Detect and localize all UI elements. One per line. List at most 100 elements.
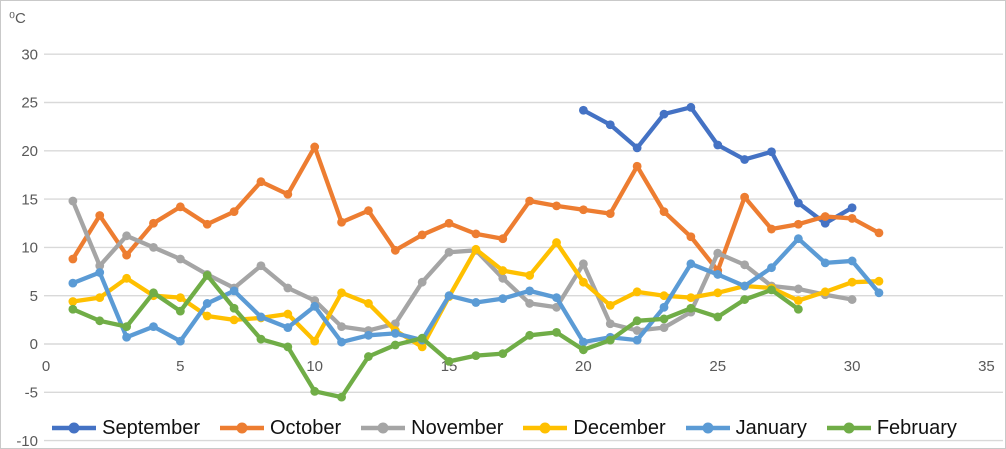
data-point-january-day-1[interactable]: [68, 278, 78, 288]
data-point-september-day-26[interactable]: [740, 155, 750, 164]
data-point-january-day-18[interactable]: [525, 286, 535, 296]
legend-item-december[interactable]: December: [522, 418, 666, 438]
data-point-december-day-18[interactable]: [525, 271, 535, 280]
data-point-november-day-21[interactable]: [605, 319, 615, 329]
data-point-february-day-19[interactable]: [552, 328, 561, 337]
data-point-november-day-11[interactable]: [337, 322, 346, 332]
data-point-january-day-7[interactable]: [229, 286, 239, 296]
data-point-january-day-3[interactable]: [122, 332, 132, 342]
data-point-october-day-28[interactable]: [793, 219, 803, 229]
data-point-january-day-10[interactable]: [310, 301, 320, 311]
data-point-december-day-28[interactable]: [793, 296, 803, 305]
data-point-november-day-2[interactable]: [95, 261, 105, 271]
data-point-november-day-28[interactable]: [793, 284, 803, 294]
data-point-october-day-12[interactable]: [364, 206, 373, 216]
data-point-september-day-25[interactable]: [713, 140, 723, 150]
data-point-october-day-2[interactable]: [95, 211, 105, 220]
data-point-january-day-26[interactable]: [740, 281, 750, 291]
data-point-october-day-30[interactable]: [847, 214, 857, 223]
data-point-january-day-23[interactable]: [659, 302, 669, 312]
data-point-january-day-8[interactable]: [256, 312, 266, 322]
data-point-february-day-3[interactable]: [122, 322, 132, 332]
data-point-january-day-25[interactable]: [713, 270, 723, 279]
data-point-october-day-26[interactable]: [740, 192, 750, 202]
data-point-february-day-27[interactable]: [767, 285, 776, 295]
data-point-october-day-21[interactable]: [605, 209, 615, 218]
data-point-september-day-28[interactable]: [793, 198, 803, 208]
series-february[interactable]: [68, 271, 803, 402]
data-point-december-day-25[interactable]: [713, 288, 723, 298]
data-point-february-day-24[interactable]: [686, 303, 696, 313]
data-point-january-day-6[interactable]: [202, 299, 212, 308]
data-point-february-day-18[interactable]: [525, 330, 535, 340]
data-point-october-day-18[interactable]: [525, 196, 535, 206]
legend-item-september[interactable]: September: [51, 418, 200, 438]
data-point-december-day-9[interactable]: [283, 309, 293, 319]
data-point-october-day-9[interactable]: [283, 189, 293, 199]
data-point-november-day-15[interactable]: [444, 247, 454, 257]
data-point-january-day-13[interactable]: [390, 328, 400, 338]
data-point-november-day-23[interactable]: [659, 323, 669, 332]
data-point-october-day-1[interactable]: [68, 254, 78, 264]
data-point-february-day-12[interactable]: [364, 352, 373, 361]
data-point-february-day-4[interactable]: [149, 288, 158, 298]
data-point-february-day-14[interactable]: [417, 333, 427, 343]
data-point-january-day-15[interactable]: [444, 291, 454, 301]
data-point-december-day-11[interactable]: [337, 288, 346, 298]
data-point-december-day-17[interactable]: [498, 266, 508, 275]
data-point-november-day-4[interactable]: [149, 243, 158, 252]
data-point-january-day-28[interactable]: [793, 234, 803, 244]
series-october[interactable]: [68, 142, 884, 275]
data-point-february-day-10[interactable]: [310, 386, 320, 396]
data-point-january-day-24[interactable]: [686, 259, 696, 269]
data-point-october-day-15[interactable]: [444, 218, 454, 228]
data-point-february-day-17[interactable]: [498, 349, 508, 359]
data-point-december-day-23[interactable]: [659, 291, 669, 301]
data-point-january-day-22[interactable]: [632, 335, 642, 345]
data-point-november-day-3[interactable]: [122, 231, 132, 241]
data-point-december-day-22[interactable]: [632, 287, 642, 297]
data-point-october-day-20[interactable]: [579, 205, 588, 215]
data-point-january-day-20[interactable]: [579, 337, 588, 347]
legend-item-november[interactable]: November: [360, 418, 503, 438]
data-point-october-day-17[interactable]: [498, 234, 508, 244]
series-september[interactable]: [579, 102, 857, 228]
data-point-october-day-5[interactable]: [175, 202, 185, 212]
data-point-february-day-15[interactable]: [444, 356, 454, 366]
data-point-october-day-31[interactable]: [874, 228, 884, 238]
data-point-february-day-13[interactable]: [390, 340, 400, 350]
legend-item-february[interactable]: February: [826, 418, 957, 438]
data-point-december-day-12[interactable]: [364, 299, 373, 308]
data-point-december-day-29[interactable]: [820, 287, 830, 297]
data-point-december-day-31[interactable]: [874, 276, 884, 286]
data-point-november-day-22[interactable]: [632, 326, 642, 335]
data-point-december-day-10[interactable]: [310, 336, 320, 346]
data-point-october-day-14[interactable]: [417, 230, 427, 240]
data-point-november-day-17[interactable]: [498, 273, 508, 283]
data-point-february-day-28[interactable]: [793, 304, 803, 314]
data-point-january-day-16[interactable]: [471, 298, 481, 307]
data-point-december-day-19[interactable]: [552, 238, 561, 247]
data-point-december-day-3[interactable]: [122, 273, 132, 283]
data-point-december-day-20[interactable]: [579, 277, 588, 287]
data-point-january-day-30[interactable]: [847, 256, 857, 266]
data-point-february-day-2[interactable]: [95, 316, 105, 326]
data-point-november-day-30[interactable]: [847, 295, 857, 304]
data-point-february-day-20[interactable]: [579, 345, 588, 355]
data-point-january-day-29[interactable]: [820, 258, 830, 268]
data-point-october-day-10[interactable]: [310, 142, 320, 152]
data-point-october-day-19[interactable]: [552, 201, 561, 211]
data-point-december-day-21[interactable]: [605, 300, 615, 310]
data-point-january-day-4[interactable]: [149, 322, 158, 332]
legend-item-october[interactable]: October: [219, 418, 341, 438]
data-point-february-day-21[interactable]: [605, 335, 615, 345]
data-point-february-day-25[interactable]: [713, 312, 723, 322]
data-point-october-day-7[interactable]: [229, 207, 239, 217]
data-point-february-day-1[interactable]: [68, 304, 78, 314]
data-point-february-day-23[interactable]: [659, 314, 669, 324]
data-point-december-day-5[interactable]: [175, 293, 185, 303]
data-point-november-day-26[interactable]: [740, 260, 750, 270]
data-point-september-day-29[interactable]: [820, 218, 830, 228]
data-point-december-day-24[interactable]: [686, 293, 696, 303]
data-point-january-day-31[interactable]: [874, 288, 884, 298]
